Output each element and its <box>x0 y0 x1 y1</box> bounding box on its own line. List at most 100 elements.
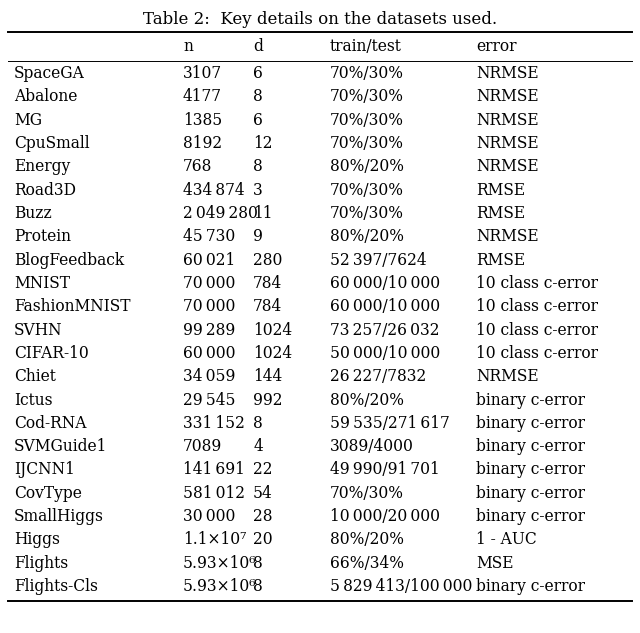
Text: 70%/30%: 70%/30% <box>330 65 404 82</box>
Text: Protein: Protein <box>14 229 71 246</box>
Text: 80%/20%: 80%/20% <box>330 532 404 548</box>
Text: binary c-error: binary c-error <box>476 485 585 502</box>
Text: 50 000/10 000: 50 000/10 000 <box>330 345 440 362</box>
Text: 8: 8 <box>253 415 263 432</box>
Text: 1024: 1024 <box>253 322 292 339</box>
Text: RMSE: RMSE <box>476 182 525 199</box>
Text: 3107: 3107 <box>183 65 222 82</box>
Text: 1385: 1385 <box>183 111 222 128</box>
Text: 768: 768 <box>183 158 212 175</box>
Text: 6: 6 <box>253 65 263 82</box>
Text: 60 000/10 000: 60 000/10 000 <box>330 298 440 315</box>
Text: Road3D: Road3D <box>14 182 76 199</box>
Text: 80%/20%: 80%/20% <box>330 392 404 408</box>
Text: 2 049 280: 2 049 280 <box>183 205 258 222</box>
Text: 70%/30%: 70%/30% <box>330 205 404 222</box>
Text: IJCNN1: IJCNN1 <box>14 461 75 479</box>
Text: 60 000: 60 000 <box>183 345 236 362</box>
Text: 60 021: 60 021 <box>183 252 236 268</box>
Text: 331 152: 331 152 <box>183 415 245 432</box>
Text: 434 874: 434 874 <box>183 182 244 199</box>
Text: 59 535/271 617: 59 535/271 617 <box>330 415 449 432</box>
Text: 70%/30%: 70%/30% <box>330 485 404 502</box>
Text: 60 000/10 000: 60 000/10 000 <box>330 275 440 292</box>
Text: NRMSE: NRMSE <box>476 368 539 385</box>
Text: 10 class c-error: 10 class c-error <box>476 322 598 339</box>
Text: 5.93×10⁶: 5.93×10⁶ <box>183 555 257 572</box>
Text: 4177: 4177 <box>183 89 222 106</box>
Text: 49 990/91 701: 49 990/91 701 <box>330 461 439 479</box>
Text: 70 000: 70 000 <box>183 275 236 292</box>
Text: 8: 8 <box>253 89 263 106</box>
Text: 3: 3 <box>253 182 263 199</box>
Text: binary c-error: binary c-error <box>476 392 585 408</box>
Text: 280: 280 <box>253 252 282 268</box>
Text: Flights: Flights <box>14 555 68 572</box>
Text: 144: 144 <box>253 368 282 385</box>
Text: MG: MG <box>14 111 42 128</box>
Text: 3089/4000: 3089/4000 <box>330 438 413 455</box>
Text: binary c-error: binary c-error <box>476 438 585 455</box>
Text: 70%/30%: 70%/30% <box>330 111 404 128</box>
Text: 10 class c-error: 10 class c-error <box>476 275 598 292</box>
Text: 5 829 413/100 000: 5 829 413/100 000 <box>330 578 472 595</box>
Text: Ictus: Ictus <box>14 392 52 408</box>
Text: 30 000: 30 000 <box>183 508 236 525</box>
Text: 34 059: 34 059 <box>183 368 236 385</box>
Text: 581 012: 581 012 <box>183 485 245 502</box>
Text: 8192: 8192 <box>183 135 222 152</box>
Text: 66%/34%: 66%/34% <box>330 555 404 572</box>
Text: 80%/20%: 80%/20% <box>330 229 404 246</box>
Text: SpaceGA: SpaceGA <box>14 65 85 82</box>
Text: SmallHiggs: SmallHiggs <box>14 508 104 525</box>
Text: 784: 784 <box>253 275 282 292</box>
Text: Flights-Cls: Flights-Cls <box>14 578 98 595</box>
Text: 7089: 7089 <box>183 438 222 455</box>
Text: error: error <box>476 38 516 55</box>
Text: 1024: 1024 <box>253 345 292 362</box>
Text: MNIST: MNIST <box>14 275 70 292</box>
Text: 70%/30%: 70%/30% <box>330 182 404 199</box>
Text: SVMGuide1: SVMGuide1 <box>14 438 108 455</box>
Text: 141 691: 141 691 <box>183 461 245 479</box>
Text: NRMSE: NRMSE <box>476 65 539 82</box>
Text: Cod-RNA: Cod-RNA <box>14 415 86 432</box>
Text: 1.1×10⁷: 1.1×10⁷ <box>183 532 246 548</box>
Text: 10 class c-error: 10 class c-error <box>476 298 598 315</box>
Text: 20: 20 <box>253 532 273 548</box>
Text: Table 2:  Key details on the datasets used.: Table 2: Key details on the datasets use… <box>143 11 497 28</box>
Text: NRMSE: NRMSE <box>476 89 539 106</box>
Text: NRMSE: NRMSE <box>476 158 539 175</box>
Text: MSE: MSE <box>476 555 514 572</box>
Text: 12: 12 <box>253 135 273 152</box>
Text: train/test: train/test <box>330 38 401 55</box>
Text: CIFAR-10: CIFAR-10 <box>14 345 89 362</box>
Text: RMSE: RMSE <box>476 252 525 268</box>
Text: BlogFeedback: BlogFeedback <box>14 252 124 268</box>
Text: d: d <box>253 38 263 55</box>
Text: 9: 9 <box>253 229 263 246</box>
Text: CpuSmall: CpuSmall <box>14 135 90 152</box>
Text: 73 257/26 032: 73 257/26 032 <box>330 322 439 339</box>
Text: binary c-error: binary c-error <box>476 461 585 479</box>
Text: binary c-error: binary c-error <box>476 415 585 432</box>
Text: 29 545: 29 545 <box>183 392 236 408</box>
Text: 52 397/7624: 52 397/7624 <box>330 252 426 268</box>
Text: 1 - AUC: 1 - AUC <box>476 532 537 548</box>
Text: 992: 992 <box>253 392 283 408</box>
Text: Abalone: Abalone <box>14 89 77 106</box>
Text: 784: 784 <box>253 298 282 315</box>
Text: NRMSE: NRMSE <box>476 229 539 246</box>
Text: Chiet: Chiet <box>14 368 56 385</box>
Text: 10 000/20 000: 10 000/20 000 <box>330 508 440 525</box>
Text: 70 000: 70 000 <box>183 298 236 315</box>
Text: 22: 22 <box>253 461 273 479</box>
Text: 99 289: 99 289 <box>183 322 236 339</box>
Text: 10 class c-error: 10 class c-error <box>476 345 598 362</box>
Text: 8: 8 <box>253 578 263 595</box>
Text: 70%/30%: 70%/30% <box>330 135 404 152</box>
Text: 11: 11 <box>253 205 273 222</box>
Text: 8: 8 <box>253 555 263 572</box>
Text: 8: 8 <box>253 158 263 175</box>
Text: 54: 54 <box>253 485 273 502</box>
